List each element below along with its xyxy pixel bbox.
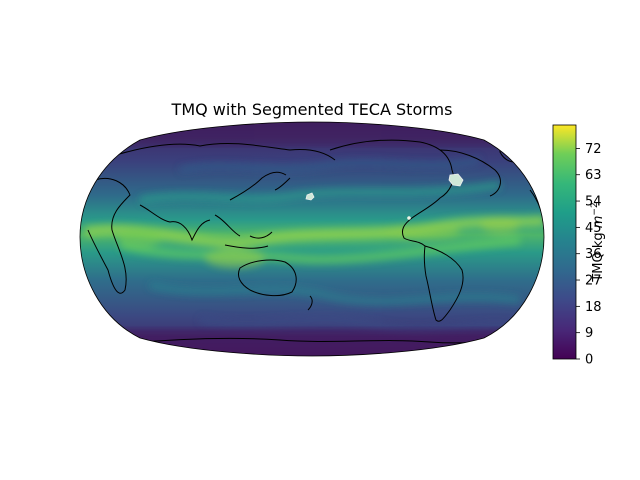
- colorbar-tick-label: 9: [585, 326, 593, 341]
- coastlines: [87, 139, 544, 346]
- colorbar-tick-label: 18: [585, 300, 602, 315]
- colorbar: 0 9 18 27 36 45 54 63 72 TMQ kg m−2: [552, 124, 606, 368]
- map-boundary: [79, 121, 545, 357]
- colorbar-tick-label: 63: [585, 168, 602, 183]
- tmq-field: [80, 122, 544, 356]
- colorbar-ticks: 0 9 18 27 36 45 54 63 72: [576, 142, 602, 368]
- colorbar-tick-label: 27: [585, 274, 602, 289]
- colorbar-label: TMQ kg m−2: [590, 202, 606, 282]
- colorbar-tick-label: 72: [585, 142, 602, 157]
- colorbar-tick-label: 54: [585, 195, 602, 210]
- colorbar-tick-label: 36: [585, 247, 602, 262]
- segmented-storms: [305, 173, 464, 220]
- colorbar-tick-label: 0: [585, 353, 593, 368]
- plot-title: TMQ with Segmented TECA Storms: [171, 100, 453, 119]
- colorbar-gradient: [552, 124, 577, 360]
- colorbar-tick-label: 45: [585, 221, 602, 236]
